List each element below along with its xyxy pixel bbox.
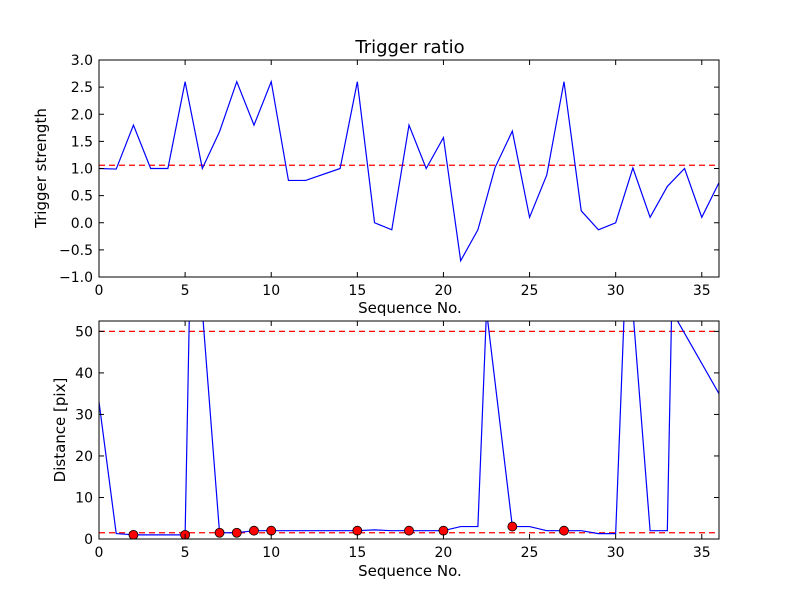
x-axis-label: Sequence No. bbox=[358, 562, 462, 580]
y-tick-label: 0 bbox=[84, 532, 93, 548]
y-axis-label: Trigger strength bbox=[32, 108, 50, 229]
y-tick-label: 30 bbox=[75, 407, 93, 423]
y-tick-label: 1.0 bbox=[71, 162, 93, 178]
axes-frame bbox=[98, 59, 720, 278]
data-point bbox=[352, 525, 363, 536]
y-ticks: 0 10 20 30 40 50 bbox=[75, 324, 719, 548]
data-point bbox=[438, 525, 449, 536]
x-tick-label: 25 bbox=[521, 283, 539, 299]
x-tick-label: 30 bbox=[607, 545, 625, 561]
data-point bbox=[507, 521, 518, 532]
x-tick-label: 0 bbox=[95, 545, 104, 561]
y-tick-label: 10 bbox=[75, 490, 93, 506]
x-tick-label: 15 bbox=[348, 545, 366, 561]
x-tick-label: 20 bbox=[435, 283, 453, 299]
data-point bbox=[266, 525, 277, 536]
y-tick-label: 1.5 bbox=[71, 134, 93, 150]
x-tick-label: 15 bbox=[348, 283, 366, 299]
chart-title: Trigger ratio bbox=[354, 37, 464, 58]
x-tick-label: 10 bbox=[262, 283, 280, 299]
data-point bbox=[214, 527, 225, 538]
data-point bbox=[404, 525, 414, 536]
data-point bbox=[231, 527, 242, 538]
x-tick-label: 35 bbox=[693, 545, 711, 561]
series-line bbox=[99, 79, 719, 263]
distance-subplot: Sequence No. Distance [pix] 0 5 10 15 20 25 30… bbox=[51, 320, 720, 580]
y-tick-label: −0.5 bbox=[59, 243, 93, 259]
x-tick-label: 0 bbox=[95, 283, 104, 299]
x-tick-label: 5 bbox=[181, 545, 190, 561]
y-ticks: −1.0 −0.5 0.0 0.5 1.0 1.5 2.0 2.5 3.0 bbox=[59, 53, 719, 286]
x-ticks: 0 5 10 15 20 25 30 35 bbox=[95, 60, 711, 299]
y-tick-label: 3.0 bbox=[71, 53, 93, 69]
y-tick-label: 0.0 bbox=[71, 216, 93, 232]
x-tick-label: 20 bbox=[435, 545, 453, 561]
data-point bbox=[128, 529, 139, 539]
x-axis-label: Sequence No. bbox=[358, 299, 462, 317]
axes-frame bbox=[98, 320, 720, 540]
x-tick-label: 5 bbox=[181, 283, 190, 299]
x-tick-label: 10 bbox=[262, 545, 280, 561]
plot-area bbox=[99, 79, 719, 263]
x-tick-label: 25 bbox=[521, 545, 539, 561]
plot-area bbox=[99, 321, 719, 539]
y-tick-label: 20 bbox=[75, 449, 93, 465]
series-line bbox=[99, 321, 719, 536]
y-axis-label: Distance [pix] bbox=[51, 378, 69, 483]
data-point bbox=[249, 525, 259, 536]
trigger-ratio-subplot: Trigger ratio Sequence No. Trigger stren… bbox=[32, 37, 720, 317]
y-tick-label: 0.5 bbox=[71, 189, 93, 205]
y-tick-label: 2.5 bbox=[71, 80, 93, 96]
y-tick-label: −1.0 bbox=[59, 270, 93, 286]
data-point bbox=[559, 525, 569, 536]
x-tick-label: 35 bbox=[693, 283, 711, 299]
x-ticks: 0 5 10 15 20 25 30 35 bbox=[95, 321, 711, 561]
x-tick-label: 30 bbox=[607, 283, 625, 299]
y-tick-label: 50 bbox=[75, 324, 93, 340]
y-tick-label: 40 bbox=[75, 366, 93, 382]
y-tick-label: 2.0 bbox=[71, 107, 93, 123]
